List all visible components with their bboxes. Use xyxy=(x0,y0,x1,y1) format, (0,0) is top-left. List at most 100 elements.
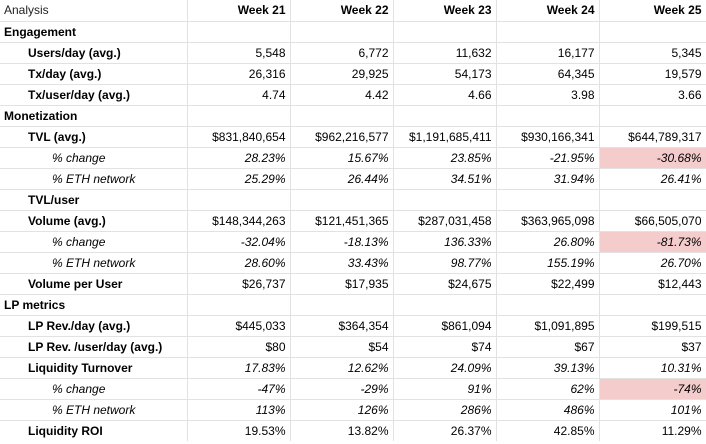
column-header-week-21[interactable]: Week 21 xyxy=(187,0,291,22)
table-cell[interactable]: -29% xyxy=(290,378,394,400)
table-cell[interactable]: 6,772 xyxy=(290,42,394,64)
table-cell[interactable]: $80 xyxy=(187,336,291,358)
table-cell[interactable]: 28.60% xyxy=(187,252,291,274)
table-cell[interactable]: 33.43% xyxy=(290,252,394,274)
sub-metric-label[interactable]: % change xyxy=(0,147,188,169)
table-cell[interactable]: 25.29% xyxy=(187,168,291,190)
table-cell[interactable] xyxy=(393,294,497,316)
metric-label[interactable]: Tx/day (avg.) xyxy=(0,63,188,85)
table-cell[interactable]: 26.44% xyxy=(290,168,394,190)
table-cell[interactable]: $1,091,895 xyxy=(496,315,600,337)
table-cell[interactable] xyxy=(187,189,291,211)
table-cell[interactable]: $24,675 xyxy=(393,273,497,295)
sub-metric-label[interactable]: % change xyxy=(0,378,188,400)
table-cell[interactable]: 39.13% xyxy=(496,357,600,379)
table-cell[interactable]: 11,632 xyxy=(393,42,497,64)
table-cell[interactable]: $445,033 xyxy=(187,315,291,337)
column-header-week-24[interactable]: Week 24 xyxy=(496,0,600,22)
sub-metric-label[interactable]: % ETH network xyxy=(0,399,188,421)
table-cell[interactable]: 26.41% xyxy=(599,168,706,190)
table-cell[interactable]: -74% xyxy=(599,378,706,400)
table-cell[interactable] xyxy=(187,294,291,316)
table-cell[interactable] xyxy=(599,21,706,43)
table-cell[interactable]: -32.04% xyxy=(187,231,291,253)
table-cell[interactable]: 5,345 xyxy=(599,42,706,64)
table-cell[interactable]: 4.74 xyxy=(187,84,291,106)
table-cell[interactable]: 15.67% xyxy=(290,147,394,169)
table-cell[interactable]: 19.53% xyxy=(187,419,291,441)
table-cell[interactable]: $26,737 xyxy=(187,273,291,295)
table-cell[interactable]: 42.85% xyxy=(496,419,600,441)
table-cell[interactable]: -30.68% xyxy=(599,147,706,169)
table-cell[interactable]: 26,316 xyxy=(187,63,291,85)
table-cell[interactable]: 34.51% xyxy=(393,168,497,190)
sub-metric-label[interactable]: % ETH network xyxy=(0,252,188,274)
table-cell[interactable] xyxy=(290,189,394,211)
table-cell[interactable]: 136.33% xyxy=(393,231,497,253)
table-cell[interactable]: 62% xyxy=(496,378,600,400)
table-cell[interactable]: $54 xyxy=(290,336,394,358)
table-cell[interactable]: $831,840,654 xyxy=(187,126,291,148)
table-cell[interactable]: $962,216,577 xyxy=(290,126,394,148)
table-cell[interactable]: $12,443 xyxy=(599,273,706,295)
table-cell[interactable]: $930,166,341 xyxy=(496,126,600,148)
table-cell[interactable]: 3.98 xyxy=(496,84,600,106)
metric-label[interactable]: LP Rev. /user/day (avg.) xyxy=(0,336,188,358)
table-cell[interactable]: 24.09% xyxy=(393,357,497,379)
table-cell[interactable]: $199,515 xyxy=(599,315,706,337)
metric-label[interactable]: TVL/user xyxy=(0,189,188,211)
corner-cell[interactable]: Analysis xyxy=(0,0,188,22)
metric-label[interactable]: Liquidity Turnover xyxy=(0,357,188,379)
table-cell[interactable]: 5,548 xyxy=(187,42,291,64)
metric-label[interactable]: Tx/user/day (avg.) xyxy=(0,84,188,106)
table-cell[interactable]: $364,354 xyxy=(290,315,394,337)
table-cell[interactable]: 23.85% xyxy=(393,147,497,169)
table-cell[interactable]: $66,505,070 xyxy=(599,210,706,232)
metric-label[interactable]: Volume (avg.) xyxy=(0,210,188,232)
table-cell[interactable]: $74 xyxy=(393,336,497,358)
table-cell[interactable] xyxy=(496,189,600,211)
table-cell[interactable]: 91% xyxy=(393,378,497,400)
table-cell[interactable]: $644,789,317 xyxy=(599,126,706,148)
table-cell[interactable]: 101% xyxy=(599,399,706,421)
table-cell[interactable] xyxy=(496,21,600,43)
metric-label[interactable]: Liquidity ROI xyxy=(0,419,188,441)
table-cell[interactable]: 13.82% xyxy=(290,419,394,441)
table-cell[interactable]: 286% xyxy=(393,399,497,421)
table-cell[interactable]: $67 xyxy=(496,336,600,358)
table-cell[interactable] xyxy=(393,21,497,43)
sub-metric-label[interactable]: % change xyxy=(0,231,188,253)
table-cell[interactable]: 16,177 xyxy=(496,42,600,64)
table-cell[interactable]: 29,925 xyxy=(290,63,394,85)
table-cell[interactable]: $22,499 xyxy=(496,273,600,295)
table-cell[interactable]: 113% xyxy=(187,399,291,421)
table-cell[interactable]: -21.95% xyxy=(496,147,600,169)
table-cell[interactable]: 10.31% xyxy=(599,357,706,379)
table-cell[interactable]: 4.66 xyxy=(393,84,497,106)
table-cell[interactable]: $363,965,098 xyxy=(496,210,600,232)
table-cell[interactable]: 31.94% xyxy=(496,168,600,190)
table-cell[interactable]: 26.70% xyxy=(599,252,706,274)
table-cell[interactable]: 98.77% xyxy=(393,252,497,274)
column-header-week-22[interactable]: Week 22 xyxy=(290,0,394,22)
metric-label[interactable]: TVL (avg.) xyxy=(0,126,188,148)
metric-label[interactable]: Users/day (avg.) xyxy=(0,42,188,64)
table-cell[interactable]: -18.13% xyxy=(290,231,394,253)
table-cell[interactable] xyxy=(187,105,291,127)
table-cell[interactable]: $17,935 xyxy=(290,273,394,295)
column-header-week-23[interactable]: Week 23 xyxy=(393,0,497,22)
table-cell[interactable] xyxy=(599,294,706,316)
section-label[interactable]: Monetization xyxy=(0,105,188,127)
table-cell[interactable] xyxy=(187,21,291,43)
section-label[interactable]: Engagement xyxy=(0,21,188,43)
table-cell[interactable] xyxy=(393,189,497,211)
table-cell[interactable]: 19,579 xyxy=(599,63,706,85)
table-cell[interactable]: 155.19% xyxy=(496,252,600,274)
table-cell[interactable]: 486% xyxy=(496,399,600,421)
table-cell[interactable]: $861,094 xyxy=(393,315,497,337)
table-cell[interactable]: 3.66 xyxy=(599,84,706,106)
table-cell[interactable] xyxy=(393,105,497,127)
table-cell[interactable]: $37 xyxy=(599,336,706,358)
table-cell[interactable]: 54,173 xyxy=(393,63,497,85)
table-cell[interactable] xyxy=(290,21,394,43)
